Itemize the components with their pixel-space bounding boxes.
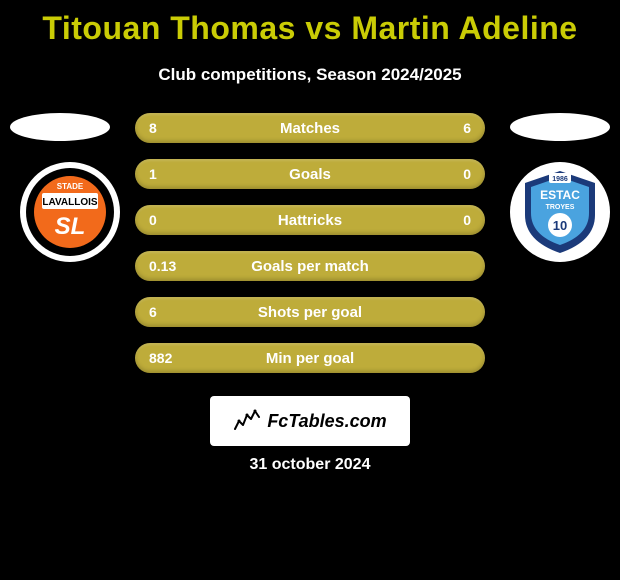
- stat-right-value: 0: [463, 166, 471, 182]
- stat-label: Hattricks: [135, 212, 485, 229]
- stat-left-value: 8: [149, 120, 157, 136]
- page-title: Titouan Thomas vs Martin Adeline: [0, 0, 620, 47]
- fctables-logo-icon: [233, 407, 261, 435]
- svg-text:STADE: STADE: [57, 182, 84, 191]
- page-date: 31 october 2024: [0, 456, 620, 474]
- svg-text:SL: SL: [55, 213, 86, 240]
- stat-label: Matches: [135, 120, 485, 137]
- stats-bars: 8 Matches 6 1 Goals 0 0 Hattricks 0 0.13…: [135, 113, 485, 389]
- footer-brand: FcTables.com: [210, 396, 410, 446]
- svg-text:TROYES: TROYES: [546, 204, 575, 211]
- club-logo-left: STADE LAVALLOIS SL: [20, 162, 120, 262]
- stat-row: 0 Hattricks 0: [135, 205, 485, 235]
- stat-label: Min per goal: [135, 350, 485, 367]
- svg-text:1986: 1986: [552, 176, 568, 183]
- stat-label: Goals: [135, 166, 485, 183]
- stat-row: 8 Matches 6: [135, 113, 485, 143]
- svg-text:10: 10: [553, 218, 567, 233]
- stat-left-value: 882: [149, 350, 172, 366]
- svg-text:ESTAC: ESTAC: [540, 188, 580, 202]
- stat-row: 0.13 Goals per match: [135, 251, 485, 281]
- troyes-badge-icon: 1986 ESTAC TROYES 10: [515, 167, 605, 257]
- stat-left-value: 0.13: [149, 258, 176, 274]
- club-logo-right: 1986 ESTAC TROYES 10: [510, 162, 610, 262]
- svg-text:LAVALLOIS: LAVALLOIS: [42, 197, 98, 208]
- page-subtitle: Club competitions, Season 2024/2025: [0, 65, 620, 85]
- player-marker-left: [10, 113, 110, 141]
- stat-label: Shots per goal: [135, 304, 485, 321]
- stat-row: 6 Shots per goal: [135, 297, 485, 327]
- player-marker-right: [510, 113, 610, 141]
- stat-row: 1 Goals 0: [135, 159, 485, 189]
- stat-row: 882 Min per goal: [135, 343, 485, 373]
- stat-left-value: 0: [149, 212, 157, 228]
- stat-right-value: 6: [463, 120, 471, 136]
- stat-left-value: 6: [149, 304, 157, 320]
- footer-brand-text: FcTables.com: [267, 411, 386, 432]
- stat-left-value: 1: [149, 166, 157, 182]
- stat-right-value: 0: [463, 212, 471, 228]
- stat-label: Goals per match: [135, 258, 485, 275]
- lavallois-badge-icon: STADE LAVALLOIS SL: [25, 167, 115, 257]
